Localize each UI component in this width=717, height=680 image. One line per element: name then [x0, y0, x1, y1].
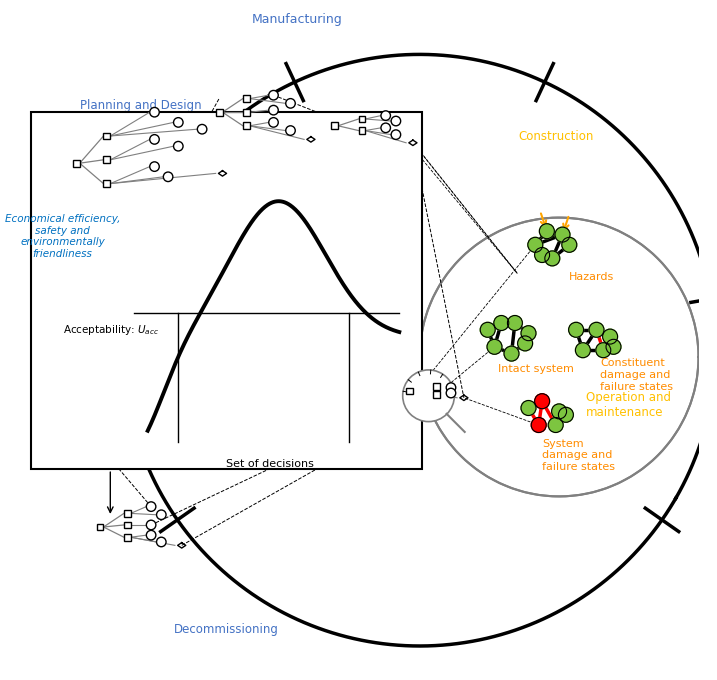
Bar — [243, 109, 250, 116]
Bar — [331, 122, 338, 129]
Circle shape — [391, 130, 401, 139]
Bar — [433, 391, 440, 398]
Circle shape — [146, 502, 156, 511]
Text: System
damage and
failure states: System damage and failure states — [542, 439, 615, 472]
Bar — [216, 109, 222, 116]
Text: Manufacturing: Manufacturing — [252, 12, 343, 26]
Circle shape — [518, 336, 533, 351]
Circle shape — [150, 107, 159, 117]
Bar — [243, 95, 250, 102]
Circle shape — [494, 316, 509, 330]
Circle shape — [562, 237, 576, 252]
Circle shape — [174, 141, 183, 151]
Circle shape — [174, 118, 183, 127]
Circle shape — [559, 407, 574, 422]
Circle shape — [589, 322, 604, 337]
Circle shape — [156, 510, 166, 520]
Text: Planning and Design: Planning and Design — [80, 99, 201, 112]
Text: Construction: Construction — [518, 129, 594, 143]
Circle shape — [487, 339, 502, 354]
Bar — [73, 160, 80, 167]
Circle shape — [521, 401, 536, 415]
Circle shape — [508, 316, 523, 330]
Circle shape — [551, 404, 566, 419]
Circle shape — [606, 339, 621, 354]
Bar — [103, 156, 110, 163]
Text: Economical efficiency,
safety and
environmentally
friendliness: Economical efficiency, safety and enviro… — [5, 214, 120, 259]
Bar — [358, 116, 365, 122]
Text: Intact system: Intact system — [498, 364, 574, 374]
Circle shape — [269, 105, 278, 115]
Text: Acceptability: $U_{acc}$: Acceptability: $U_{acc}$ — [62, 323, 158, 337]
Circle shape — [602, 329, 617, 344]
Bar — [97, 524, 103, 530]
Circle shape — [528, 237, 543, 252]
Text: Operation and
maintenance: Operation and maintenance — [587, 390, 671, 419]
Bar — [124, 510, 130, 517]
Bar — [243, 122, 250, 129]
Bar — [124, 522, 130, 528]
Bar — [433, 383, 440, 390]
Circle shape — [163, 172, 173, 182]
Circle shape — [596, 343, 611, 358]
Circle shape — [381, 123, 391, 133]
Circle shape — [156, 537, 166, 547]
Bar — [103, 180, 110, 187]
Circle shape — [150, 162, 159, 171]
Circle shape — [391, 116, 401, 126]
Circle shape — [569, 322, 584, 337]
Bar — [406, 388, 413, 394]
Circle shape — [446, 383, 456, 392]
Circle shape — [504, 346, 519, 361]
Circle shape — [549, 418, 563, 432]
Circle shape — [539, 224, 554, 239]
Circle shape — [480, 322, 495, 337]
Circle shape — [197, 124, 207, 134]
Circle shape — [535, 394, 549, 409]
Text: Set of decisions: Set of decisions — [227, 459, 314, 469]
Circle shape — [146, 530, 156, 540]
Circle shape — [286, 126, 295, 135]
Circle shape — [150, 135, 159, 144]
Bar — [358, 127, 365, 134]
Circle shape — [576, 343, 590, 358]
Circle shape — [286, 99, 295, 108]
Circle shape — [545, 251, 560, 266]
Text: Decommissioning: Decommissioning — [174, 622, 278, 636]
Text: Constituent
damage and
failure states: Constituent damage and failure states — [600, 358, 673, 392]
Text: Hazards: Hazards — [569, 272, 614, 282]
Circle shape — [531, 418, 546, 432]
Circle shape — [403, 370, 455, 422]
Circle shape — [146, 520, 156, 530]
Circle shape — [535, 248, 549, 262]
Bar — [124, 534, 130, 541]
Circle shape — [269, 90, 278, 100]
Circle shape — [521, 326, 536, 341]
Circle shape — [446, 388, 456, 398]
Circle shape — [555, 227, 570, 242]
Bar — [31, 112, 422, 469]
Bar — [103, 133, 110, 139]
Circle shape — [419, 218, 698, 496]
Circle shape — [381, 111, 391, 120]
Circle shape — [269, 118, 278, 127]
